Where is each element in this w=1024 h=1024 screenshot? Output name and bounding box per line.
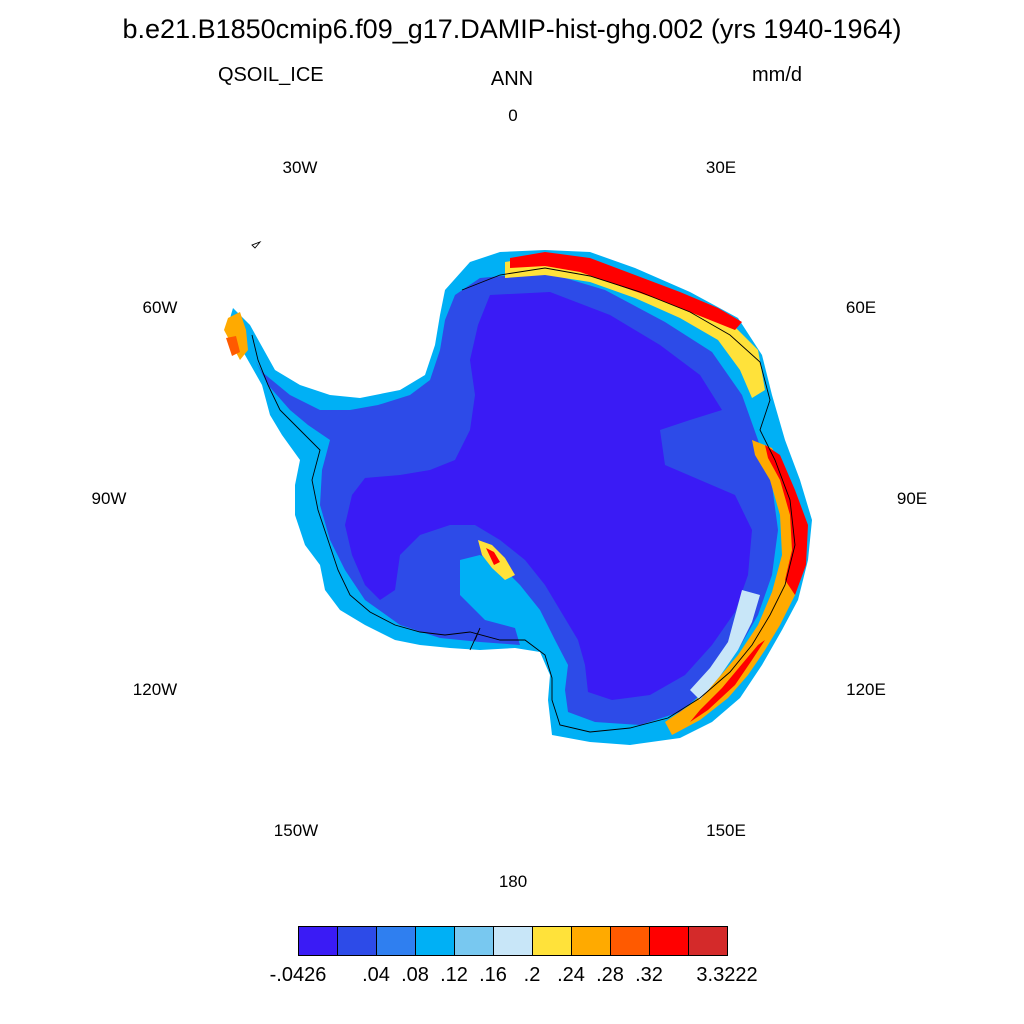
colorbar-swatch [337,926,377,956]
colorbar-swatch [454,926,494,956]
colorbar-label: .32 [635,964,663,986]
colorbar-swatch [571,926,611,956]
colorbar-label: .16 [479,964,507,986]
lon-label-60w: 60W [142,298,178,317]
colorbar-swatch [298,926,338,956]
colorbar-label: .08 [401,964,429,986]
peninsula-tip-hot [226,336,240,356]
colorbar-swatch [688,926,728,956]
plot-title: b.e21.B1850cmip6.f09_g17.DAMIP-hist-ghg.… [122,14,902,44]
lon-label-90e: 90E [896,489,928,508]
lon-label-60e: 60E [845,298,877,317]
lon-label-0: 0 [508,106,518,125]
period-label: ANN [490,68,534,90]
colorbar-label: .12 [440,964,468,986]
colorbar-swatch [649,926,689,956]
light-fringe-east [690,590,760,700]
lon-label-120w: 120W [132,680,178,699]
lon-label-30e: 30E [705,158,737,177]
lon-label-180: 180 [498,872,528,891]
colorbar-label: .04 [362,964,390,986]
variable-label: QSOIL_ICE [218,64,324,86]
coastline [251,240,796,733]
units-label: mm/d [752,64,802,86]
colorbar-label: .24 [557,964,585,986]
hot-coast-north [510,252,742,330]
colorbar-swatch [376,926,416,956]
colorbar-swatch [532,926,572,956]
lon-label-30w: 30W [282,158,318,177]
lon-label-150e: 150E [706,821,746,840]
lon-label-120e: 120E [846,680,886,699]
colorbar-label: .28 [596,964,624,986]
colorbar-label: 3.3222 [696,964,758,986]
colorbar-swatch [493,926,533,956]
map-field [224,250,812,745]
colorbar-label: -.0426 [269,964,327,986]
colorbar-swatch [415,926,455,956]
colorbar-swatch [610,926,650,956]
ross-hotspot-core [486,548,500,565]
colorbar-label: .2 [523,964,541,986]
lon-label-150w: 150W [273,821,319,840]
lon-label-90w: 90W [91,489,127,508]
interior-plateau [345,292,752,700]
